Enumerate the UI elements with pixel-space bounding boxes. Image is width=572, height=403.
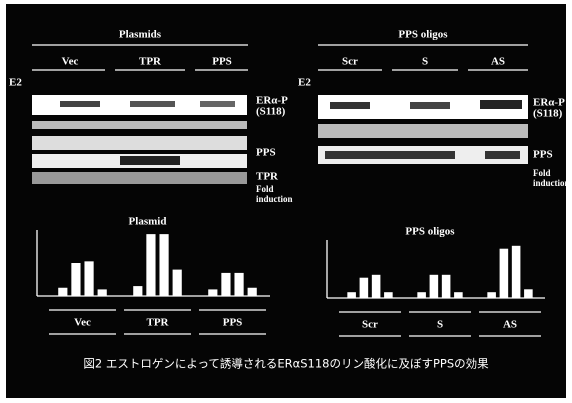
row-label: (S118): [256, 106, 286, 118]
row-label: induction: [533, 178, 570, 188]
row-label: Fold: [533, 168, 551, 178]
bar: [384, 292, 393, 298]
x-tick-label: Scr: [362, 319, 378, 331]
lane-label: TPR: [139, 56, 162, 68]
lane-label: PPS: [212, 56, 232, 68]
treatment-label: E2: [298, 77, 311, 89]
row-label: PPS: [533, 149, 553, 161]
bar: [524, 289, 533, 298]
bar: [372, 275, 381, 298]
x-tick-label: PPS: [223, 317, 243, 329]
lane-label: S: [422, 56, 428, 68]
bar: [500, 249, 509, 298]
lane-label: Vec: [62, 56, 79, 68]
bar: [173, 270, 182, 296]
chart-title: Plasmid: [129, 216, 167, 228]
bar: [487, 292, 496, 298]
bar: [442, 275, 451, 298]
right-blot-bands: [318, 95, 528, 164]
row-label: Fold: [256, 184, 274, 194]
bar: [347, 292, 356, 298]
x-tick-label: TPR: [147, 317, 170, 329]
bar: [248, 288, 257, 296]
bar: [58, 288, 67, 296]
chart-title: PPS oligos: [405, 226, 455, 238]
bar: [417, 292, 426, 298]
bar: [430, 275, 439, 298]
bar: [221, 273, 230, 296]
bar: [84, 261, 93, 296]
x-tick-label: S: [437, 319, 443, 331]
row-label: induction: [256, 194, 293, 204]
blot-title: Plasmids: [119, 29, 162, 41]
bar: [146, 234, 155, 296]
lane-label: Scr: [342, 56, 358, 68]
bar: [512, 246, 521, 298]
bar: [208, 289, 217, 296]
bar: [98, 289, 107, 296]
figure: Plasmids PPS oligos Vec TPR PPS Scr S AS…: [0, 0, 572, 403]
x-tick-label: AS: [503, 319, 517, 331]
bar: [234, 273, 243, 296]
bar: [159, 234, 168, 296]
row-label: PPS: [256, 147, 276, 159]
lane-label: AS: [491, 56, 505, 68]
blot-title: PPS oligos: [398, 29, 448, 41]
bar: [71, 263, 80, 296]
x-tick-label: Vec: [74, 317, 91, 329]
caption: 図2 エストロゲンによって誘導されるERαS118のリン酸化に及ぼすPPSの効果: [83, 357, 489, 371]
treatment-label: E2: [9, 77, 22, 89]
bar: [133, 286, 142, 296]
bar: [360, 278, 369, 298]
row-label: TPR: [256, 171, 279, 183]
row-label: (S118): [533, 108, 563, 120]
bar: [454, 292, 463, 298]
